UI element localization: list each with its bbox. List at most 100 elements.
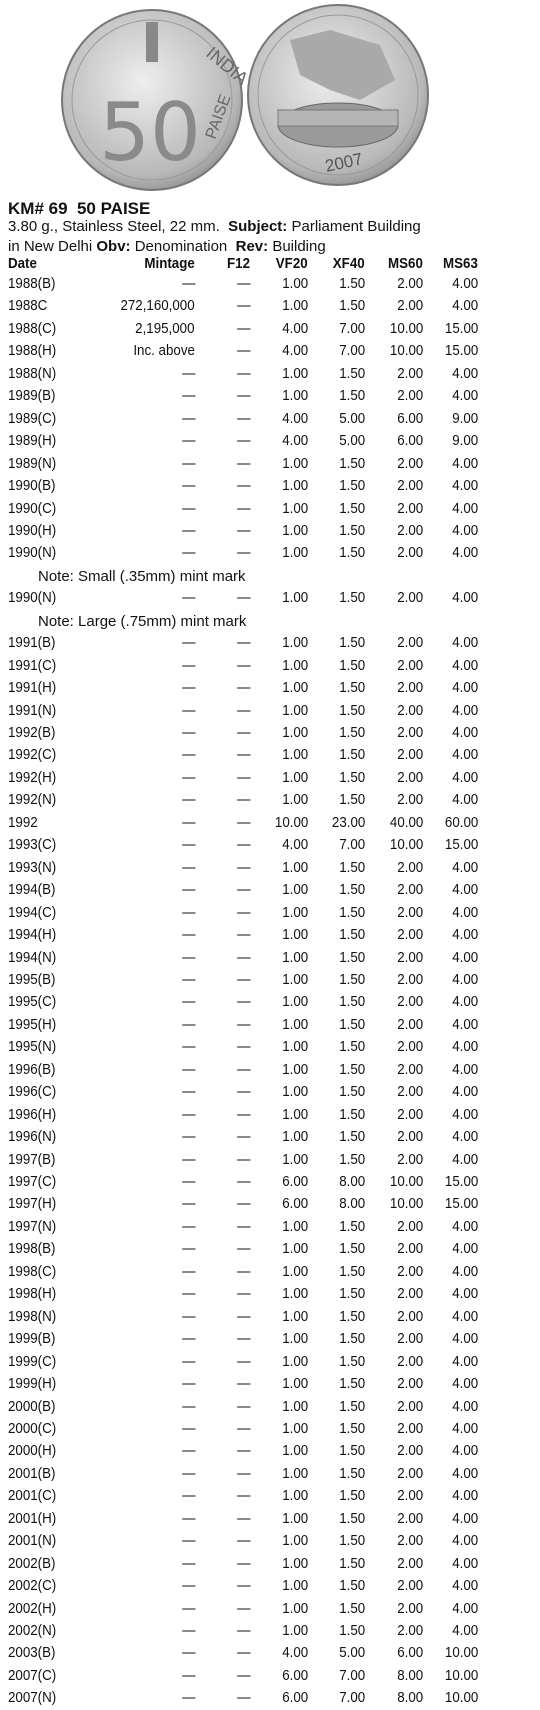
row-cell: 10.00 [444, 1645, 478, 1662]
row-cell: 4.00 [452, 1533, 478, 1550]
row-cell: 1.50 [339, 1061, 365, 1078]
row-cell: 2.00 [397, 1241, 423, 1258]
row-cell: 2.00 [397, 769, 423, 786]
row-cell: 10.00 [389, 837, 423, 854]
row-cell: 4.00 [452, 792, 478, 809]
row-cell: 4.00 [452, 1286, 478, 1303]
row-cell: 2.00 [397, 994, 423, 1011]
row-cell: — [181, 1645, 195, 1662]
row-cell: 1.50 [339, 657, 365, 674]
row-cell: 1.00 [282, 1016, 308, 1033]
row-cell: — [236, 635, 250, 652]
row-cell: 1.50 [339, 769, 365, 786]
row-cell: — [236, 1039, 250, 1056]
row-cell: — [181, 792, 195, 809]
column-header: Mintage [144, 256, 195, 272]
row-cell: 2.00 [397, 1488, 423, 1505]
row-cell: — [236, 994, 250, 1011]
label: Subject: [228, 218, 288, 235]
row-cell: — [181, 1241, 195, 1258]
row-cell: 40.00 [389, 814, 423, 831]
row-cell: 1.00 [282, 1151, 308, 1168]
column-header: XF40 [333, 256, 365, 272]
row-cell: 1.50 [339, 994, 365, 1011]
row-cell: — [236, 590, 250, 607]
row-cell: 4.00 [452, 1241, 478, 1258]
row-cell: 1.50 [339, 1039, 365, 1056]
row-date: 1990(C) [8, 500, 57, 517]
row-cell: 1.50 [339, 1353, 365, 1370]
row-date: 2000(B) [8, 1398, 56, 1415]
row-date: 1988C [8, 298, 48, 315]
row-cell: 2.00 [397, 949, 423, 966]
row-cell: 1.00 [282, 1555, 308, 1572]
row-cell: 4.00 [452, 680, 478, 697]
row-cell: 2.00 [397, 1600, 423, 1617]
row-cell: 4.00 [282, 320, 308, 337]
row-cell: 1.00 [282, 1510, 308, 1527]
row-cell: — [181, 971, 195, 988]
row-cell: — [181, 904, 195, 921]
row-cell: — [236, 882, 250, 899]
row-cell: — [236, 1016, 250, 1033]
row-cell: — [181, 1510, 195, 1527]
row-cell: 1.00 [282, 1398, 308, 1415]
row-cell: — [181, 1623, 195, 1639]
row-cell: 1.50 [339, 971, 365, 988]
row-cell: 1.50 [339, 388, 365, 405]
row-date: 1996(H) [8, 1106, 57, 1123]
row-cell: 10.00 [444, 1667, 478, 1684]
row-cell: 1.00 [282, 1376, 308, 1393]
row-cell: — [181, 657, 195, 674]
row-cell: 4.00 [452, 545, 478, 562]
row-cell: 4.00 [452, 994, 478, 1011]
row-date: 1995(B) [8, 971, 56, 988]
row-date: 1990(N) [8, 590, 57, 607]
row-cell: 4.00 [452, 1106, 478, 1123]
row-cell: 1.00 [282, 365, 308, 382]
row-cell: 2.00 [397, 702, 423, 719]
row-cell: — [236, 1174, 250, 1190]
row-date: 1991(H) [8, 680, 57, 697]
row-cell: 1.50 [339, 1016, 365, 1033]
row-cell: 1.50 [339, 702, 365, 719]
row-date: 2003(B) [8, 1645, 56, 1662]
row-cell: 2.00 [397, 1106, 423, 1123]
row-cell: 2.00 [397, 725, 423, 741]
row-cell: 1.00 [282, 500, 308, 517]
row-cell: 1.00 [282, 1106, 308, 1123]
row-cell: 8.00 [397, 1690, 423, 1707]
row-cell: 4.00 [452, 590, 478, 607]
label: Rev: [235, 238, 269, 255]
row-cell: 2.00 [397, 747, 423, 764]
row-cell: 4.00 [452, 1084, 478, 1101]
row-cell: 1.50 [339, 522, 365, 539]
row-cell: 7.00 [339, 320, 365, 337]
row-cell: — [181, 1420, 195, 1437]
row-cell: 4.00 [452, 388, 478, 405]
row-cell: 2.00 [397, 927, 423, 944]
row-date: 1999(H) [8, 1376, 57, 1393]
row-cell: 1.00 [282, 1084, 308, 1101]
row-cell: — [181, 1331, 195, 1348]
row-cell: 10.00 [389, 320, 423, 337]
row-date: 1993(C) [8, 837, 57, 854]
row-cell: — [236, 1376, 250, 1393]
row-cell: — [236, 1555, 250, 1572]
row-cell: 1.50 [339, 455, 365, 472]
row-cell: 1.50 [339, 859, 365, 876]
row-cell: 4.00 [452, 1151, 478, 1168]
row-cell: 5.00 [339, 410, 365, 427]
row-date: 1996(C) [8, 1084, 57, 1101]
row-cell: 1.50 [339, 927, 365, 944]
row-date: 1990(N) [8, 545, 57, 562]
row-cell: 2.00 [397, 590, 423, 607]
row-date: 1997(H) [8, 1196, 57, 1213]
row-cell: 1.50 [339, 1533, 365, 1550]
row-date: 2002(C) [8, 1578, 57, 1595]
title: KM# 69 50 PAISE [8, 199, 151, 218]
row-cell: 2.00 [397, 635, 423, 652]
row-date: 2001(N) [8, 1533, 57, 1550]
row-cell: 4.00 [282, 343, 308, 360]
row-cell: 4.00 [452, 769, 478, 786]
